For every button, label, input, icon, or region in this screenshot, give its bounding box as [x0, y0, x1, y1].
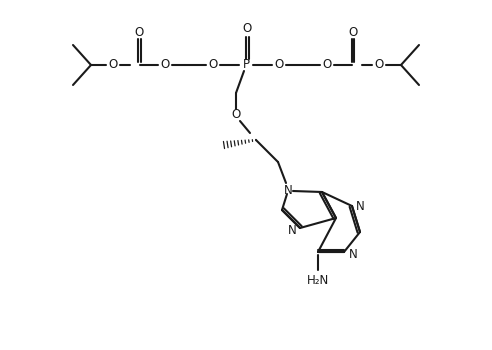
Text: O: O [160, 58, 170, 71]
Text: O: O [322, 58, 332, 71]
Text: N: N [288, 224, 296, 237]
Text: O: O [243, 22, 251, 35]
Text: O: O [348, 26, 358, 38]
Text: O: O [275, 58, 283, 71]
Text: O: O [231, 108, 241, 121]
Text: O: O [209, 58, 217, 71]
Text: H₂N: H₂N [307, 273, 329, 287]
Text: O: O [108, 58, 118, 71]
Text: O: O [374, 58, 384, 71]
Text: N: N [356, 199, 365, 212]
Text: P: P [243, 58, 249, 71]
Text: O: O [134, 26, 144, 38]
Text: N: N [283, 183, 292, 196]
Text: N: N [349, 247, 357, 260]
